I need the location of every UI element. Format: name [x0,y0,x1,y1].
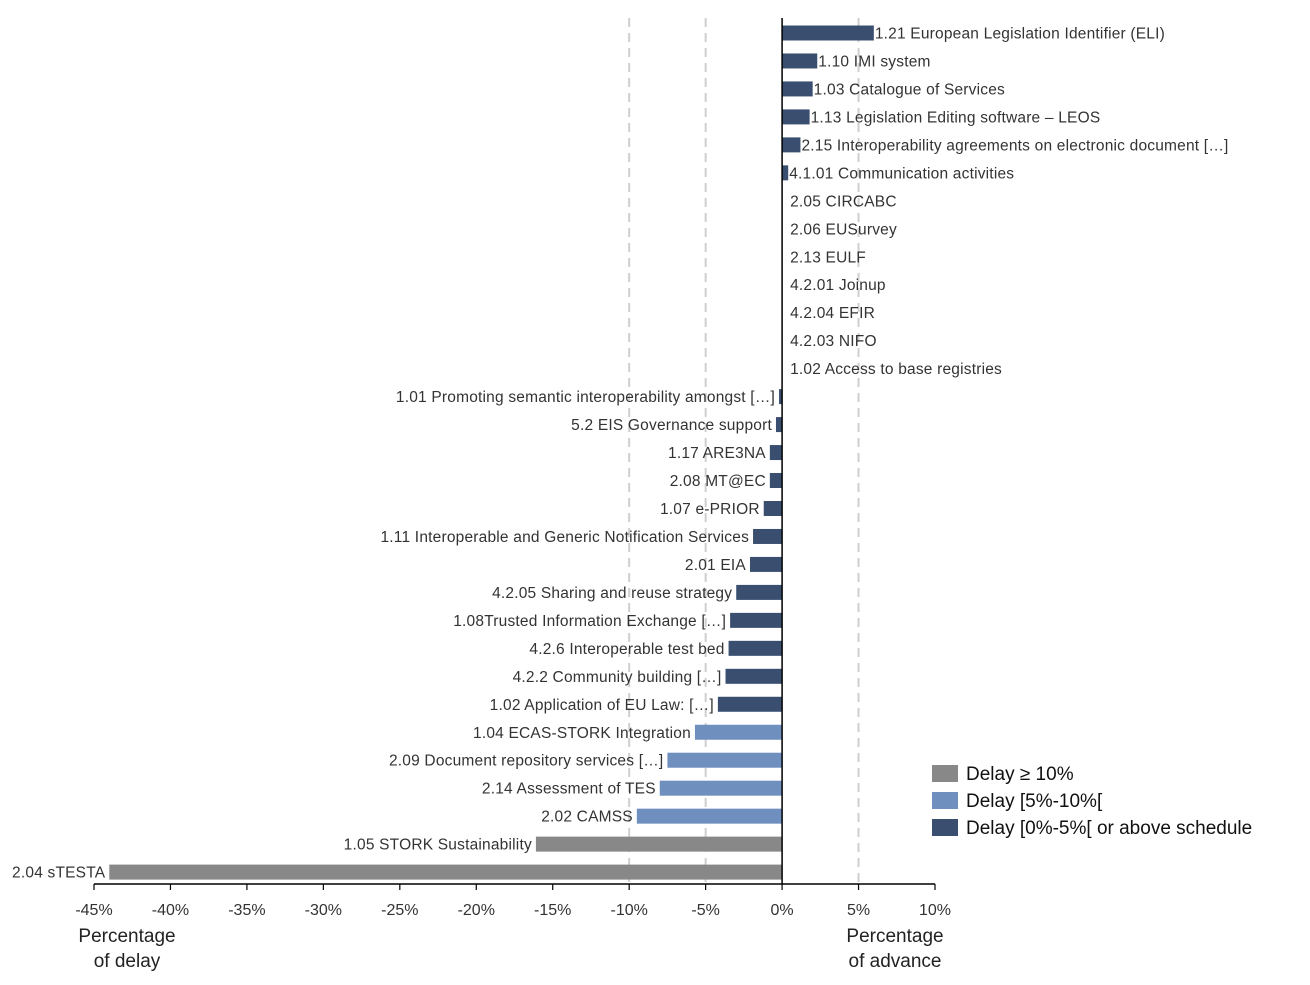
x-axis-title-advance-line2: of advance [849,951,942,972]
bar [717,696,783,712]
x-tick-label: -40% [152,902,189,919]
bar [659,780,783,796]
bar [782,137,801,153]
x-axis-title-delay-line2: of delay [94,951,161,972]
legend: Delay ≥ 10% Delay [5%-10%[ Delay [0%-5%[… [932,764,1252,839]
x-tick-label: -35% [228,902,265,919]
bar-label: 1.13 Legislation Editing software – LEOS [811,109,1101,126]
bar [725,668,783,684]
legend-label-delay-5-10: Delay [5%-10%[ [966,791,1103,812]
bar-label: 1.05 STORK Sustainability [344,837,532,854]
bar-labels: 1.21 European Legislation Identifier (EL… [12,26,1228,882]
bar-label: 1.01 Promoting semantic interoperability… [396,389,775,406]
x-axis-ticks: -45% -40% -35% -30% -25% -20% -15% -10% -5% 0% 5% 1… [75,884,951,919]
bar-label: 1.02 Application of EU Law: […] [490,697,714,714]
bar [769,445,783,461]
bar-label: 1.17 ARE3NA [668,445,766,462]
x-tick-label: -25% [381,902,418,919]
x-tick-label: -5% [691,902,719,919]
bar [779,389,783,405]
bar-label: 2.09 Document repository services […] [389,753,663,770]
bar-label: 2.06 EUSurvey [790,221,897,238]
bar-label: 2.15 Interoperability agreements on elec… [801,137,1228,154]
x-tick-label: 5% [847,902,870,919]
legend-swatch-delay-5-10 [932,792,958,809]
bar-label: 2.04 sTESTA [12,865,106,882]
bar [769,473,783,489]
x-tick-label: -20% [458,902,495,919]
x-tick-label: -10% [611,902,648,919]
bar [782,165,789,181]
bar-label: 2.13 EULF [790,249,866,266]
legend-label-delay-10-plus: Delay ≥ 10% [966,764,1074,785]
x-axis-title-advance-line1: Percentage [846,926,943,947]
bar-label: 1.08Trusted Information Exchange […] [453,613,726,630]
bar [782,109,810,125]
bar-label: 2.08 MT@EC [670,473,766,490]
bar-label: 4.2.03 NIFO [790,333,877,350]
bar [636,808,783,824]
bar-label: 4.2.04 EFIR [790,305,875,322]
bar [749,556,783,572]
bar [736,584,783,600]
bar [667,752,783,768]
bar [728,640,783,656]
bar [109,864,783,880]
bar-label: 1.07 e-PRIOR [660,501,760,518]
bar-label: 2.02 CAMSS [541,809,633,826]
bar [782,25,874,41]
bar-label: 4.2.01 Joinup [790,277,886,294]
bar [782,53,818,69]
bar-label: 1.11 Interoperable and Generic Notificat… [380,529,749,546]
bar-label: 2.14 Assessment of TES [482,781,656,798]
bar-label: 4.2.05 Sharing and reuse strategy [492,585,732,602]
bar-label: 5.2 EIS Governance support [571,417,772,434]
legend-swatch-delay-10-plus [932,765,958,782]
x-tick-label: 0% [771,902,794,919]
bar-label: 1.03 Catalogue of Services [814,81,1005,98]
bar-label: 2.05 CIRCABC [790,193,897,210]
legend-swatch-delay-0-5 [932,819,958,836]
bar [763,500,783,516]
axes [94,18,935,885]
bar-label: 1.21 European Legislation Identifier (EL… [875,26,1165,43]
bar [730,612,783,628]
bar [535,836,783,852]
legend-label-delay-0-5: Delay [0%-5%[ or above schedule [966,818,1252,839]
bar-label: 1.04 ECAS-STORK Integration [473,725,691,742]
bar-label: 4.2.6 Interoperable test bed [529,641,724,658]
bar-label: 1.02 Access to base registries [790,361,1002,378]
bar [694,724,783,740]
bar-label: 4.2.2 Community building […] [513,669,722,686]
bar-label: 1.10 IMI system [818,53,930,70]
bar [775,417,783,433]
bar [782,81,813,97]
bar [753,528,783,544]
x-axis-title-delay-line1: Percentage [78,926,175,947]
bar-label: 4.1.01 Communication activities [789,165,1014,182]
x-tick-label: 10% [919,902,951,919]
bars [109,25,874,880]
x-tick-label: -15% [534,902,571,919]
x-tick-label: -45% [75,902,112,919]
bar-label: 2.01 EIA [685,557,747,574]
x-tick-label: -30% [305,902,342,919]
